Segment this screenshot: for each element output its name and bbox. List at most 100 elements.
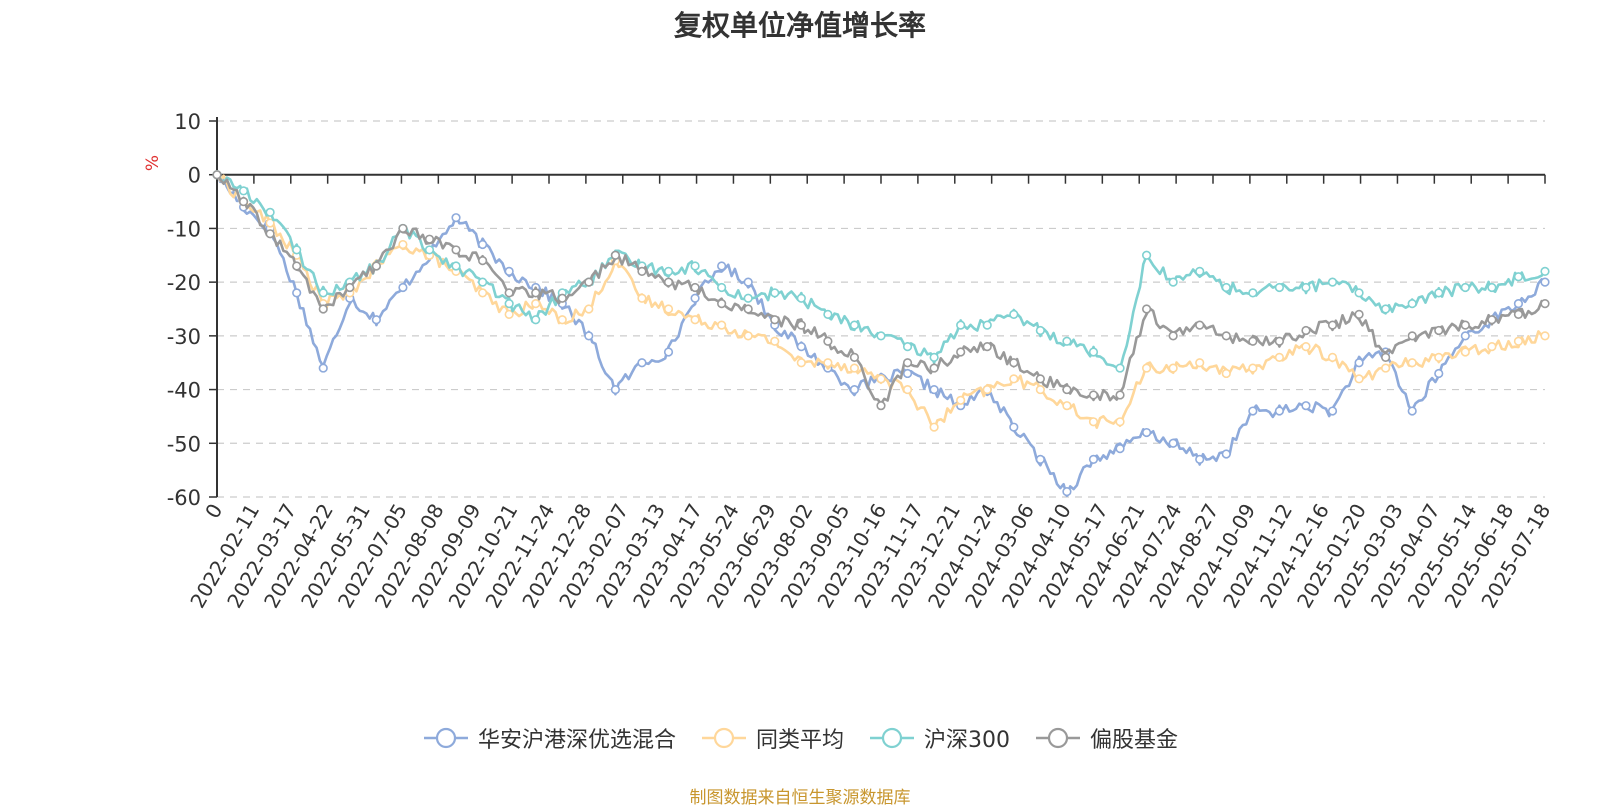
data-point [1088,417,1099,427]
data-point [1327,277,1338,287]
data-point [743,304,753,314]
data-point [1088,347,1099,357]
legend-marker [435,727,457,749]
data-point [1513,299,1524,309]
data-point [1513,272,1524,282]
series-line [215,174,1546,498]
y-tick-label: -40 [167,379,201,403]
data-point [1354,288,1364,298]
data-point [796,358,806,368]
legend-item[interactable]: 同类平均 [700,722,844,754]
data-point [398,239,408,250]
data-point [849,320,860,330]
data-point [1434,352,1444,362]
data-point [398,223,408,234]
data-point [823,309,833,319]
data-point [292,261,302,271]
data-point [1248,406,1258,416]
legend-item[interactable]: 偏股基金 [1034,722,1178,754]
legend-marker [1047,727,1069,749]
data-point [690,293,700,303]
data-point [1327,320,1338,330]
data-point [982,384,992,395]
data-point [637,293,647,303]
legend-label: 同类平均 [755,728,844,753]
data-point [318,363,328,373]
data-point [238,186,249,196]
data-point [1407,331,1417,341]
data-point [292,288,302,298]
legend-item[interactable]: 沪深300 [868,722,1010,754]
y-tick-label: 10 [174,110,201,134]
data-point [1168,363,1178,373]
data-point [717,320,727,330]
data-point [1434,368,1444,379]
data-point [1381,352,1391,362]
data-point [345,282,355,293]
data-point [1407,299,1417,309]
data-point [1274,336,1284,346]
series-line [215,173,1546,405]
legend-symbol [1036,727,1080,749]
data-point [1009,358,1019,368]
data-point [796,342,806,352]
data-point [531,288,541,298]
legend-symbol [701,727,746,749]
data-point [1460,331,1470,341]
data-point [478,277,488,287]
data-point [1141,427,1152,438]
data-point [876,401,886,411]
data-point [1221,368,1231,379]
y-axis-label: % [143,155,163,171]
data-point [1460,282,1470,293]
data-point [1088,454,1099,465]
data-point [823,358,833,368]
data-point [1221,282,1231,293]
data-point [849,352,860,362]
data-point [743,277,753,287]
data-point [956,347,966,357]
data-point [478,288,488,298]
data-point [1221,331,1231,341]
data-point [1195,358,1205,368]
data-point [1035,374,1045,384]
y-tick-label: -60 [167,486,201,510]
data-point [451,245,461,255]
data-point [690,315,700,325]
legend-item[interactable]: 华安沪港深优选混合 [422,722,676,754]
data-point [1274,406,1284,416]
data-point [717,261,727,271]
data-point [1434,325,1444,336]
data-point [1221,449,1231,459]
data-point [1141,363,1152,373]
data-point [663,347,674,357]
data-point [504,266,514,277]
data-point [371,315,381,325]
data-point [1301,342,1311,352]
data-point [1115,390,1125,400]
chart-title: 复权单位净值增长率 [673,9,926,42]
data-point [584,331,594,341]
data-point [1274,352,1284,362]
data-point [1354,358,1364,368]
data-point [1115,363,1125,373]
data-point [318,288,328,298]
data-point [478,256,488,266]
data-point [1062,401,1072,411]
data-point [902,368,913,379]
legend-symbol [870,727,914,749]
data-point [796,320,806,330]
data-point [1115,444,1125,454]
data-point [1035,384,1045,395]
data-point [557,293,567,303]
data-point [451,261,461,271]
data-point [1354,374,1364,384]
y-tick-label: 0 [188,164,201,188]
data-point [956,395,966,405]
data-point [1141,250,1152,260]
data-point [238,196,249,207]
data-point [849,363,860,373]
data-point [1460,320,1470,330]
data-point [504,309,514,319]
data-point [318,304,328,314]
